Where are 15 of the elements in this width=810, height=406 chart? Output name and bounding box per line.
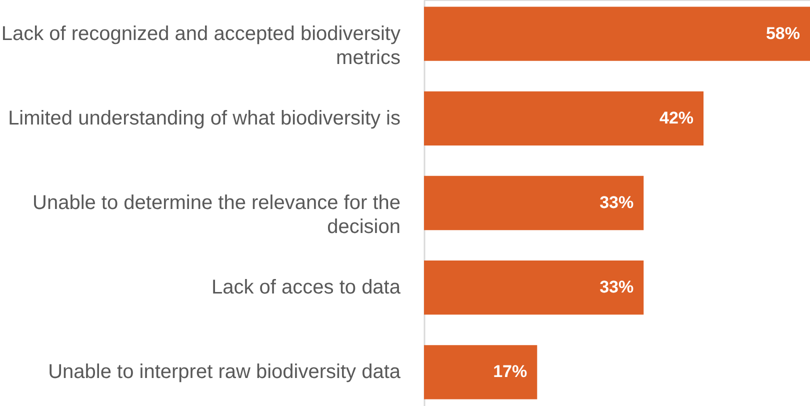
data-label: 17% xyxy=(493,362,528,382)
bar xyxy=(424,260,644,315)
y-tick-label: Lack of recognized and accepted biodiversity metrics xyxy=(1,22,400,69)
data-label: 33% xyxy=(600,193,634,212)
y-tick-label: Lack of acces to data xyxy=(211,276,402,299)
data-label: 42% xyxy=(659,108,694,128)
y-tick-label: Limited understanding of what biodiversity is xyxy=(8,107,400,130)
bar xyxy=(424,6,810,61)
data-label: 33% xyxy=(600,278,634,297)
data-label: 58% xyxy=(766,24,800,43)
bar xyxy=(424,345,538,400)
y-tick-label: Unable to interpret raw biodiversity data xyxy=(48,361,402,384)
bar xyxy=(424,176,644,230)
bar xyxy=(424,91,704,146)
y-tick-label: Unable to determine the relevance for the decision xyxy=(32,192,400,238)
